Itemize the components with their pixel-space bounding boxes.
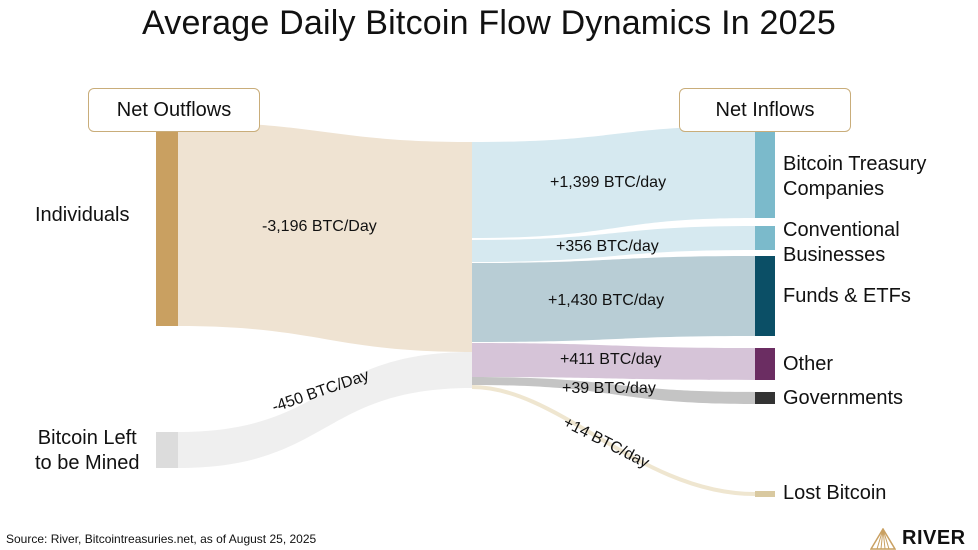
value-other: +411 BTC/day [560,351,662,368]
source-note: Source: River, Bitcointreasuries.net, as… [6,532,317,546]
river-logo: RIVER [870,527,966,550]
flow-governments [472,377,755,404]
river-logo-icon [870,527,896,550]
label-funds-etfs: Funds & ETFs [783,285,911,307]
label-conventional-businesses: Conventional Businesses [783,218,900,268]
node-treasury-companies [755,132,775,218]
label-line: Companies [783,178,885,200]
label-line: to be Mined [35,452,140,474]
value-treasury-companies: +1,399 BTC/day [550,174,667,191]
label-individuals: Individuals [35,204,130,226]
flow-funds-etfs [472,256,755,342]
flow-treasury-companies [472,126,755,238]
label-treasury-companies: Bitcoin Treasury Companies [783,152,926,202]
net-outflows-header: Net Outflows [88,88,260,132]
flow-individuals [178,122,472,352]
node-conventional-businesses [755,226,775,250]
chart-title: Average Daily Bitcoin Flow Dynamics In 2… [142,4,836,42]
value-conventional-businesses: +356 BTC/day [556,238,659,255]
value-individuals: -3,196 BTC/Day [262,218,377,235]
value-funds-etfs: +1,430 BTC/day [548,292,665,309]
label-line: Bitcoin Left [37,427,137,449]
net-inflows-header: Net Inflows [679,88,851,132]
label-line: Businesses [783,244,886,266]
node-individuals [156,132,178,326]
flow-bitcoin-left-to-be-mined [178,352,472,468]
label-other: Other [783,353,834,375]
label-line: Conventional [783,219,900,241]
node-funds-etfs [755,256,775,336]
node-bitcoin-left [156,432,178,468]
node-lost-bitcoin [755,491,775,497]
value-governments: +39 BTC/day [562,380,656,397]
flow-other [472,343,755,380]
flow-lost-bitcoin [471,385,756,496]
label-governments: Governments [783,387,904,409]
label-bitcoin-left: Bitcoin Left to be Mined [35,426,140,476]
node-governments [755,392,775,404]
label-line: Bitcoin Treasury [783,153,927,175]
node-other [755,348,775,380]
label-lost-bitcoin: Lost Bitcoin [783,482,887,504]
flow-conventional-businesses [472,226,755,262]
river-logo-text: RIVER [902,527,966,549]
